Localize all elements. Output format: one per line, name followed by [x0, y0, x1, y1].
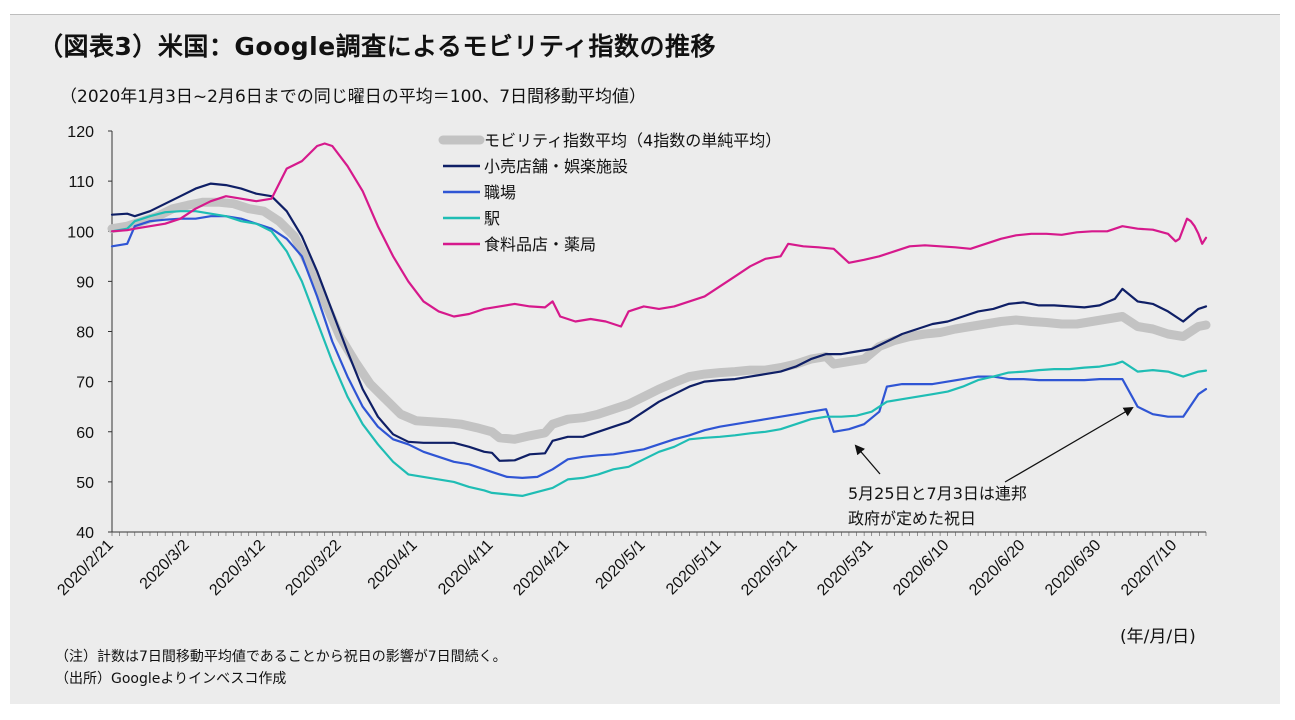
- y-tick-label: 120: [67, 124, 94, 141]
- y-tick-label: 80: [76, 325, 94, 342]
- series-line-average: [107, 197, 1211, 444]
- y-tick-label: 90: [76, 274, 94, 291]
- series-layer: [107, 142, 1211, 497]
- x-tick-label: 2020/5/31: [814, 537, 876, 599]
- series-line-retail: [110, 182, 1208, 462]
- x-tick-label: 2020/6/20: [966, 537, 1028, 599]
- y-tick-label: 40: [76, 525, 94, 542]
- source-note: （出所）Googleよりインベスコ作成: [55, 671, 287, 687]
- top-rule: [10, 14, 1280, 15]
- legend-label: 食料品店・薬局: [484, 235, 596, 254]
- annotation: 5月25日と7月3日は連邦 政府が定めた祝日: [848, 406, 1134, 528]
- x-tick-label: 2020/3/22: [282, 537, 344, 599]
- x-tick-label: 2020/6/30: [1042, 537, 1104, 599]
- x-tick-label: 2020/4/11: [435, 537, 497, 599]
- x-axis-unit: (年/月/日): [1120, 627, 1196, 647]
- y-tick-label: 60: [76, 425, 94, 442]
- series-line-grocery: [110, 142, 1208, 328]
- annotation-arrow-jul3: [1004, 406, 1134, 483]
- series-line-transit: [110, 210, 1208, 497]
- x-tick-label: 2020/4/21: [510, 537, 572, 599]
- x-tick-label: 2020/7/10: [1118, 537, 1180, 599]
- y-tick-label: 50: [76, 475, 94, 492]
- x-tick-label: 2020/5/21: [738, 537, 800, 599]
- series-line-workplaces: [110, 215, 1208, 479]
- y-tick-label: 100: [67, 224, 94, 241]
- y-tick-label: 110: [68, 174, 94, 191]
- x-tick-label: 2020/4/1: [365, 537, 421, 593]
- chart-subtitle: （2020年1月3日~2月6日までの同じ曜日の平均＝100、7日間移動平均値）: [60, 87, 647, 107]
- chart-background: [10, 14, 1280, 704]
- x-tick-label: 2020/5/11: [663, 537, 725, 599]
- x-tick-label: 2020/6/10: [890, 537, 952, 599]
- annotation-line-2: 政府が定めた祝日: [848, 509, 976, 528]
- annotation-line-1: 5月25日と7月3日は連邦: [848, 484, 1027, 503]
- x-tick-label: 2020/2/21: [54, 537, 116, 599]
- x-tick-label: 2020/3/2: [137, 537, 193, 593]
- chart-title: （図表3）米国：Google調査によるモビリティ指数の推移: [38, 32, 716, 61]
- annotation-arrow-may25: [854, 444, 881, 475]
- x-tick-label: 2020/5/1: [593, 537, 649, 593]
- legend-label: 職場: [484, 183, 516, 202]
- legend-label: モビリティ指数平均（4指数の単純平均）: [484, 131, 781, 150]
- legend-label: 小売店舗・娯楽施設: [484, 157, 628, 176]
- legend-label: 駅: [484, 209, 500, 228]
- x-tick-label: 2020/3/12: [206, 537, 268, 599]
- y-tick-label: 70: [76, 375, 94, 392]
- footnote: （注）計数は7日間移動平均値であることから祝日の影響が7日間続く。: [55, 649, 507, 665]
